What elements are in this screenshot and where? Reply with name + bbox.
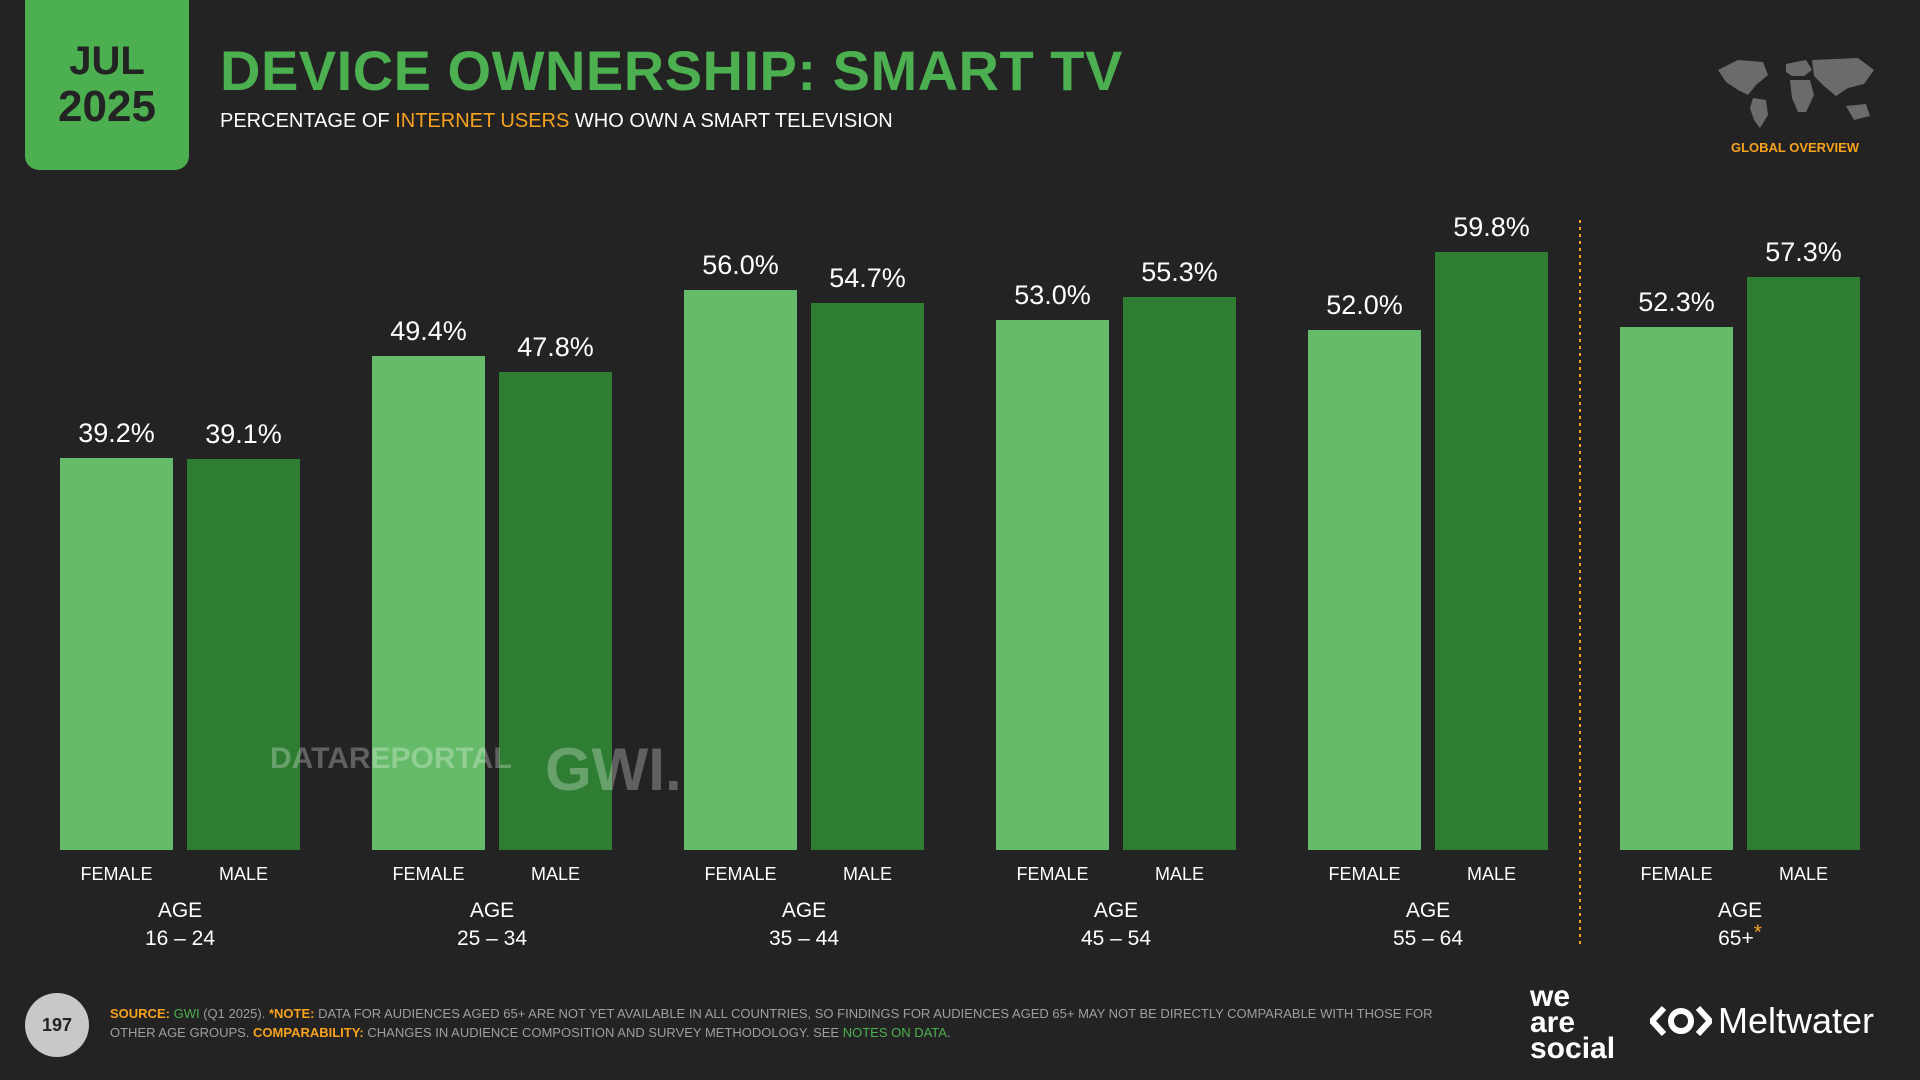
footnote-marker: * — [1754, 921, 1762, 944]
meltwater-logo: Meltwater — [1650, 1000, 1874, 1042]
bar-female-4 — [1308, 330, 1421, 850]
series-label-male-5: MALE — [1779, 864, 1828, 884]
data-label-male-5: 57.3% — [1765, 237, 1842, 267]
category-label-4: 55 – 64 — [1393, 927, 1463, 950]
data-label-male-1: 47.8% — [517, 332, 594, 362]
bar-chart: 39.2% FEMALE 39.1% MALE AGE 16 – 24 49.4% FEMAL… — [60, 212, 1860, 950]
subtitle-post: WHO OWN A SMART TELEVISION — [569, 110, 893, 132]
data-label-male-2: 54.7% — [829, 263, 906, 293]
date-month: JUL — [69, 39, 145, 83]
category-prefix-0: AGE — [158, 899, 202, 922]
data-label-male-0: 39.1% — [205, 419, 282, 449]
meltwater-icon — [1650, 1005, 1712, 1037]
date-badge: JUL 2025 — [25, 0, 189, 170]
category-label-2: 35 – 44 — [769, 927, 839, 950]
series-label-female-4: FEMALE — [1328, 864, 1400, 884]
category-label-0: 16 – 24 — [145, 927, 215, 950]
category-prefix-1: AGE — [470, 899, 514, 922]
bar-male-3 — [1123, 297, 1236, 850]
data-label-female-3: 53.0% — [1014, 280, 1091, 310]
series-label-female-5: FEMALE — [1640, 864, 1712, 884]
series-label-male-4: MALE — [1467, 864, 1516, 884]
data-label-female-1: 49.4% — [390, 316, 467, 346]
footer-source: SOURCE: GWI (Q1 2025). *NOTE: DATA FOR A… — [110, 1004, 1480, 1042]
series-label-male-1: MALE — [531, 864, 580, 884]
gwi-watermark: GWI. — [545, 736, 682, 803]
bar-male-5 — [1747, 277, 1860, 850]
section-label: GLOBAL OVERVIEW — [1730, 140, 1860, 155]
bar-female-5 — [1620, 327, 1733, 850]
logo-line-3: social — [1530, 1032, 1616, 1065]
category-prefix-4: AGE — [1406, 899, 1450, 922]
series-label-female-3: FEMALE — [1016, 864, 1088, 884]
series-label-female-2: FEMALE — [704, 864, 776, 884]
page-title: DEVICE OWNERSHIP: SMART TV — [220, 39, 1123, 102]
footer-period: . — [946, 1025, 951, 1040]
data-label-male-4: 59.8% — [1453, 212, 1530, 242]
note-label: *NOTE: — [268, 1006, 315, 1021]
bar-male-1 — [499, 372, 612, 850]
data-label-female-4: 52.0% — [1326, 290, 1403, 320]
bar-male-0 — [187, 459, 300, 850]
source-label: SOURCE: — [110, 1006, 170, 1021]
category-prefix-5: AGE — [1718, 899, 1762, 922]
page-number: 197 — [25, 993, 89, 1057]
bar-male-4 — [1435, 252, 1548, 850]
category-prefix-3: AGE — [1094, 899, 1138, 922]
data-label-female-2: 56.0% — [702, 250, 779, 280]
source-period: (Q1 2025). — [199, 1006, 269, 1021]
logo-line-2: are — [1530, 1006, 1576, 1039]
logo-line-1: we — [1530, 980, 1571, 1013]
world-map-icon — [1718, 58, 1874, 128]
series-label-male-0: MALE — [219, 864, 268, 884]
datareportal-watermark: DATAREPORTAL — [270, 742, 512, 775]
series-label-female-1: FEMALE — [392, 864, 464, 884]
series-label-female-0: FEMALE — [80, 864, 152, 884]
subtitle-highlight: INTERNET USERS — [395, 110, 570, 132]
bar-female-1 — [372, 356, 485, 850]
category-prefix-2: AGE — [782, 899, 826, 922]
comparability-text: CHANGES IN AUDIENCE COMPOSITION AND SURV… — [363, 1025, 843, 1040]
category-label-3: 45 – 54 — [1081, 927, 1151, 950]
bar-female-3 — [996, 320, 1109, 850]
note-text: DATA FOR AUDIENCES AGED 65+ ARE NOT YET … — [110, 1006, 1433, 1040]
we-are-social-logo: we are social — [1530, 980, 1616, 1065]
page-subtitle: PERCENTAGE OF INTERNET USERS WHO OWN A S… — [220, 110, 893, 133]
data-label-female-5: 52.3% — [1638, 287, 1715, 317]
bar-male-2 — [811, 303, 924, 850]
meltwater-wordmark: Meltwater — [1718, 1000, 1875, 1041]
series-label-male-2: MALE — [843, 864, 892, 884]
bar-female-2 — [684, 290, 797, 850]
source-gwi: GWI — [173, 1006, 200, 1021]
category-label-5: 65+* — [1718, 921, 1762, 950]
subtitle-pre: PERCENTAGE OF — [220, 110, 396, 132]
notes-on-data-link[interactable]: NOTES ON DATA — [842, 1025, 947, 1040]
series-label-male-3: MALE — [1155, 864, 1204, 884]
data-label-female-0: 39.2% — [78, 418, 155, 448]
bar-female-0 — [60, 458, 173, 850]
category-label-1: 25 – 34 — [457, 927, 527, 950]
date-year: 2025 — [58, 82, 156, 131]
comparability-label: COMPARABILITY: — [253, 1025, 364, 1040]
data-label-male-3: 55.3% — [1141, 257, 1218, 287]
